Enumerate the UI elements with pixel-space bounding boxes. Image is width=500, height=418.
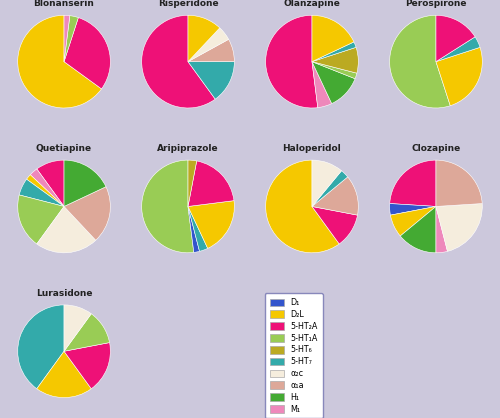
- Wedge shape: [312, 42, 356, 61]
- Wedge shape: [436, 47, 482, 106]
- Wedge shape: [18, 15, 102, 108]
- Wedge shape: [37, 351, 92, 398]
- Wedge shape: [390, 204, 436, 215]
- Wedge shape: [188, 160, 196, 206]
- Wedge shape: [26, 175, 64, 206]
- Wedge shape: [312, 15, 354, 61]
- Wedge shape: [64, 343, 110, 389]
- Wedge shape: [64, 18, 110, 89]
- Wedge shape: [312, 61, 332, 107]
- Wedge shape: [18, 195, 64, 244]
- Wedge shape: [266, 160, 339, 253]
- Wedge shape: [18, 305, 64, 389]
- Title: Risperidone: Risperidone: [158, 0, 218, 8]
- Wedge shape: [436, 204, 482, 251]
- Wedge shape: [390, 160, 436, 206]
- Title: Olanzapine: Olanzapine: [284, 0, 341, 8]
- Wedge shape: [188, 206, 200, 252]
- Wedge shape: [64, 16, 78, 61]
- Wedge shape: [312, 206, 358, 244]
- Wedge shape: [312, 160, 342, 206]
- Wedge shape: [188, 28, 228, 61]
- Wedge shape: [64, 305, 92, 351]
- Wedge shape: [188, 39, 234, 61]
- Wedge shape: [188, 201, 234, 248]
- Wedge shape: [188, 206, 208, 251]
- Wedge shape: [436, 15, 475, 61]
- Wedge shape: [19, 179, 64, 206]
- Wedge shape: [390, 15, 450, 108]
- Title: Haloperidol: Haloperidol: [282, 144, 342, 153]
- Title: Perospirone: Perospirone: [405, 0, 466, 8]
- Wedge shape: [436, 206, 448, 253]
- Wedge shape: [64, 314, 110, 351]
- Wedge shape: [188, 161, 234, 206]
- Wedge shape: [142, 15, 215, 108]
- Title: Blonanserin: Blonanserin: [34, 0, 94, 8]
- Wedge shape: [142, 160, 194, 253]
- Wedge shape: [312, 177, 358, 215]
- Title: Quetiapine: Quetiapine: [36, 144, 92, 153]
- Title: Aripiprazole: Aripiprazole: [157, 144, 219, 153]
- Wedge shape: [312, 171, 348, 206]
- Wedge shape: [312, 61, 357, 79]
- Legend: D₁, D₂L, 5-HT₂A, 5-HT₁A, 5-HT₆, 5-HT₇, α₂c, α₁a, H₁, M₁: D₁, D₂L, 5-HT₂A, 5-HT₁A, 5-HT₆, 5-HT₇, α…: [264, 293, 322, 418]
- Wedge shape: [37, 206, 96, 253]
- Wedge shape: [390, 206, 436, 236]
- Wedge shape: [64, 160, 106, 206]
- Wedge shape: [188, 61, 234, 99]
- Wedge shape: [400, 206, 436, 253]
- Wedge shape: [312, 61, 355, 104]
- Wedge shape: [436, 37, 480, 61]
- Wedge shape: [37, 160, 64, 206]
- Wedge shape: [188, 15, 220, 61]
- Wedge shape: [64, 15, 70, 61]
- Wedge shape: [64, 187, 110, 240]
- Title: Lurasidone: Lurasidone: [36, 289, 92, 298]
- Wedge shape: [266, 15, 318, 108]
- Wedge shape: [312, 47, 358, 73]
- Wedge shape: [30, 169, 64, 206]
- Title: Clozapine: Clozapine: [412, 144, 461, 153]
- Wedge shape: [436, 160, 482, 206]
